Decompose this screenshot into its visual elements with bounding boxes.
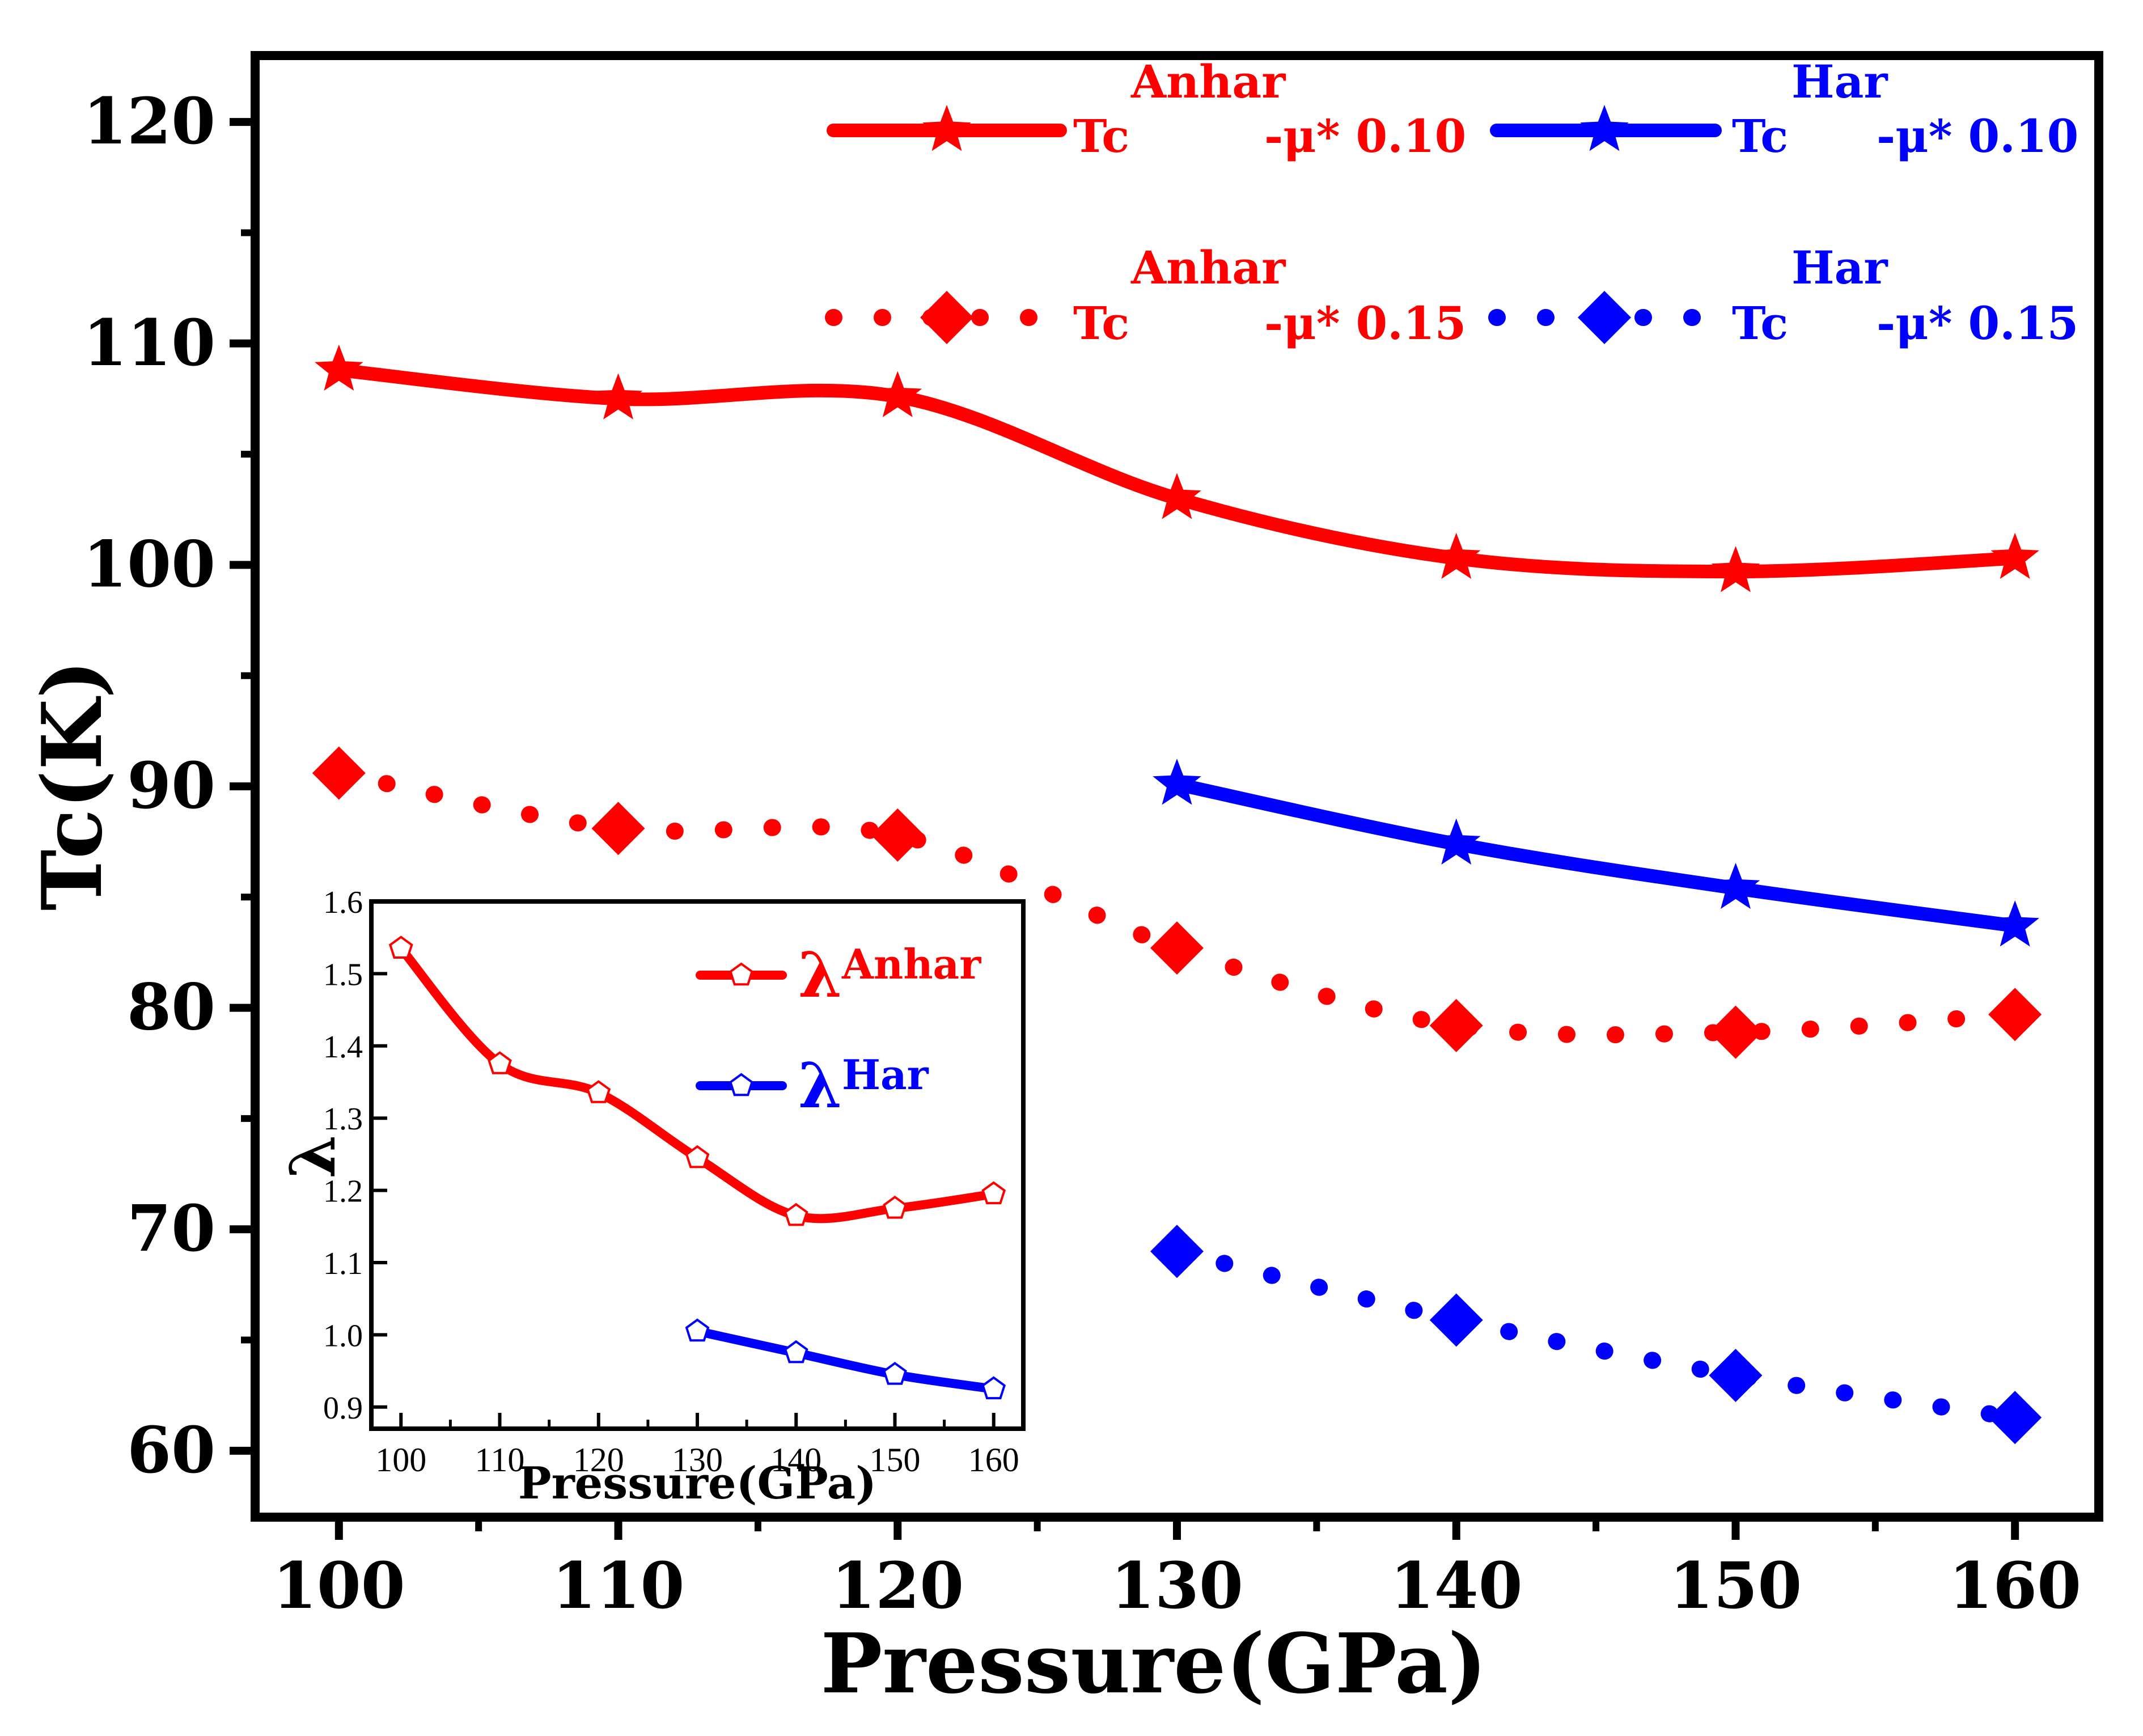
x-tick-label: 100 <box>273 1549 405 1623</box>
legend-marker-anhar_015 <box>920 291 973 344</box>
data-point-har_015 <box>1988 1391 2042 1445</box>
data-point-anhar_015 <box>1150 921 1204 975</box>
inset-x-axis-title: Pressure(GPa) <box>518 1458 876 1509</box>
y-tick-label: 100 <box>83 527 215 602</box>
inset-x-tick-label: 130 <box>672 1441 723 1479</box>
y-axis-title: Tc(K) <box>24 660 121 911</box>
series-line-har_015 <box>1168 1243 2024 1426</box>
inset-x-tick-label: 120 <box>573 1441 624 1479</box>
legend-superscript-har_010: Har <box>1792 55 1888 108</box>
legend-superscript-har_015: Har <box>1792 241 1888 294</box>
inset-legend-label-lambda_har: λ <box>798 1049 842 1122</box>
inset-data-point-lambda_anhar <box>883 1195 907 1219</box>
inset-y-tick-label: 0.9 <box>323 1391 363 1426</box>
data-point-anhar_010 <box>1990 532 2039 579</box>
inset-data-point-lambda_anhar <box>685 1145 710 1168</box>
inset-data-point-lambda_anhar <box>586 1080 611 1103</box>
x-tick-label: 150 <box>1670 1549 1802 1623</box>
data-point-anhar_010 <box>315 344 363 391</box>
inset-x-tick-label: 160 <box>968 1441 1019 1479</box>
inset-y-tick-label: 1.4 <box>323 1030 363 1065</box>
inset-data-point-lambda_har <box>981 1376 1006 1400</box>
inset-legend-marker-lambda_anhar <box>729 962 753 986</box>
inset-data-point-lambda_har <box>883 1362 907 1385</box>
data-point-har_010 <box>1990 900 2039 947</box>
legend-suffix-har_015: -μ* 0.15 <box>1877 297 2078 350</box>
data-point-anhar_010 <box>1153 473 1201 519</box>
data-point-anhar_015 <box>1988 988 2042 1041</box>
inset-data-point-lambda_anhar <box>488 1051 512 1074</box>
data-point-anhar_010 <box>594 373 643 420</box>
data-point-anhar_015 <box>591 802 645 856</box>
legend-label-har_010: Tc <box>1732 109 1788 163</box>
data-point-har_015 <box>1429 1293 1483 1347</box>
legend-marker-anhar_010 <box>922 105 971 151</box>
x-tick-label: 120 <box>831 1549 964 1623</box>
data-point-anhar_010 <box>1432 532 1481 579</box>
data-point-anhar_015 <box>312 746 366 800</box>
x-tick-label: 130 <box>1111 1549 1243 1623</box>
y-tick-label: 70 <box>127 1192 215 1266</box>
data-point-har_015 <box>1709 1349 1763 1403</box>
inset-y-tick-label: 1.3 <box>323 1102 363 1137</box>
main-axis-ticks: 100 110 120 130 140 150 160 60 70 80 90 100 110 120 <box>83 84 2081 1623</box>
inset-x-tick-label: 140 <box>770 1441 821 1479</box>
data-point-anhar_010 <box>1711 546 1760 592</box>
data-point-anhar_010 <box>873 371 922 417</box>
inset-y-tick-label: 1.5 <box>323 957 363 992</box>
data-point-har_010 <box>1711 862 1760 909</box>
main-series-group <box>312 344 2042 1445</box>
inset-y-tick-label: 1.0 <box>323 1318 363 1353</box>
inset-data-point-lambda_anhar <box>783 1203 808 1226</box>
inset-axis-ticks: 100 110 120 130 140 150 160 0.9 1.0 1.1 1.2 1.3 1.4 1… <box>323 885 1019 1479</box>
x-axis-title: Pressure(GPa) <box>820 1616 1486 1712</box>
y-tick-label: 110 <box>83 306 215 380</box>
legend-label-har_015: Tc <box>1732 297 1788 350</box>
data-point-har_010 <box>1432 818 1481 865</box>
legend-label-anhar_015: Tc <box>1073 297 1129 350</box>
inset-x-tick-label: 110 <box>475 1441 525 1479</box>
x-tick-label: 160 <box>1949 1549 2081 1623</box>
data-point-anhar_015 <box>1429 998 1483 1052</box>
data-point-har_010 <box>1153 759 1201 805</box>
data-point-har_015 <box>1150 1225 1204 1278</box>
inset-series-line-lambda_har <box>693 1327 998 1394</box>
inset-legend-marker-lambda_har <box>729 1073 753 1096</box>
inset-data-point-lambda_anhar <box>388 935 413 959</box>
y-tick-label: 120 <box>83 84 215 159</box>
inset-x-tick-label: 150 <box>869 1441 920 1479</box>
legend-suffix-anhar_015: -μ* 0.15 <box>1264 297 1466 350</box>
legend-label-anhar_010: Tc <box>1073 109 1129 163</box>
x-tick-label: 140 <box>1390 1549 1523 1623</box>
legend-superscript-anhar_010: Anhar <box>1130 55 1286 108</box>
inset-y-tick-label: 1.1 <box>323 1246 363 1281</box>
inset-series-group <box>388 935 1006 1400</box>
series-line-har_010 <box>1170 777 2022 933</box>
data-point-anhar_015 <box>1709 1005 1763 1059</box>
inset-data-point-lambda_anhar <box>981 1181 1006 1205</box>
inset-y-tick-label: 1.6 <box>323 885 363 920</box>
inset-legend-superscript-lambda_har: Har <box>842 1051 929 1099</box>
x-tick-label: 110 <box>552 1549 685 1623</box>
legend-marker-har_015 <box>1578 291 1631 344</box>
legend-marker-har_010 <box>1580 105 1629 151</box>
y-tick-label: 60 <box>127 1413 215 1488</box>
y-tick-label: 90 <box>127 749 215 823</box>
inset-y-axis-title: λ <box>276 1134 349 1178</box>
data-point-anhar_015 <box>871 808 925 862</box>
inset-legend-superscript-lambda_anhar: Anhar <box>841 940 981 988</box>
inset-data-point-lambda_har <box>783 1340 808 1364</box>
inset-x-tick-label: 100 <box>375 1441 426 1479</box>
inset-legend-label-lambda_anhar: λ <box>798 938 842 1011</box>
inset-y-tick-label: 1.2 <box>323 1174 363 1209</box>
legend-suffix-anhar_010: -μ* 0.10 <box>1264 109 1466 163</box>
inset-data-point-lambda_har <box>685 1318 710 1342</box>
legend-superscript-anhar_015: Anhar <box>1130 241 1286 294</box>
legend-suffix-har_010: -μ* 0.10 <box>1877 109 2078 163</box>
y-tick-label: 80 <box>127 971 215 1045</box>
